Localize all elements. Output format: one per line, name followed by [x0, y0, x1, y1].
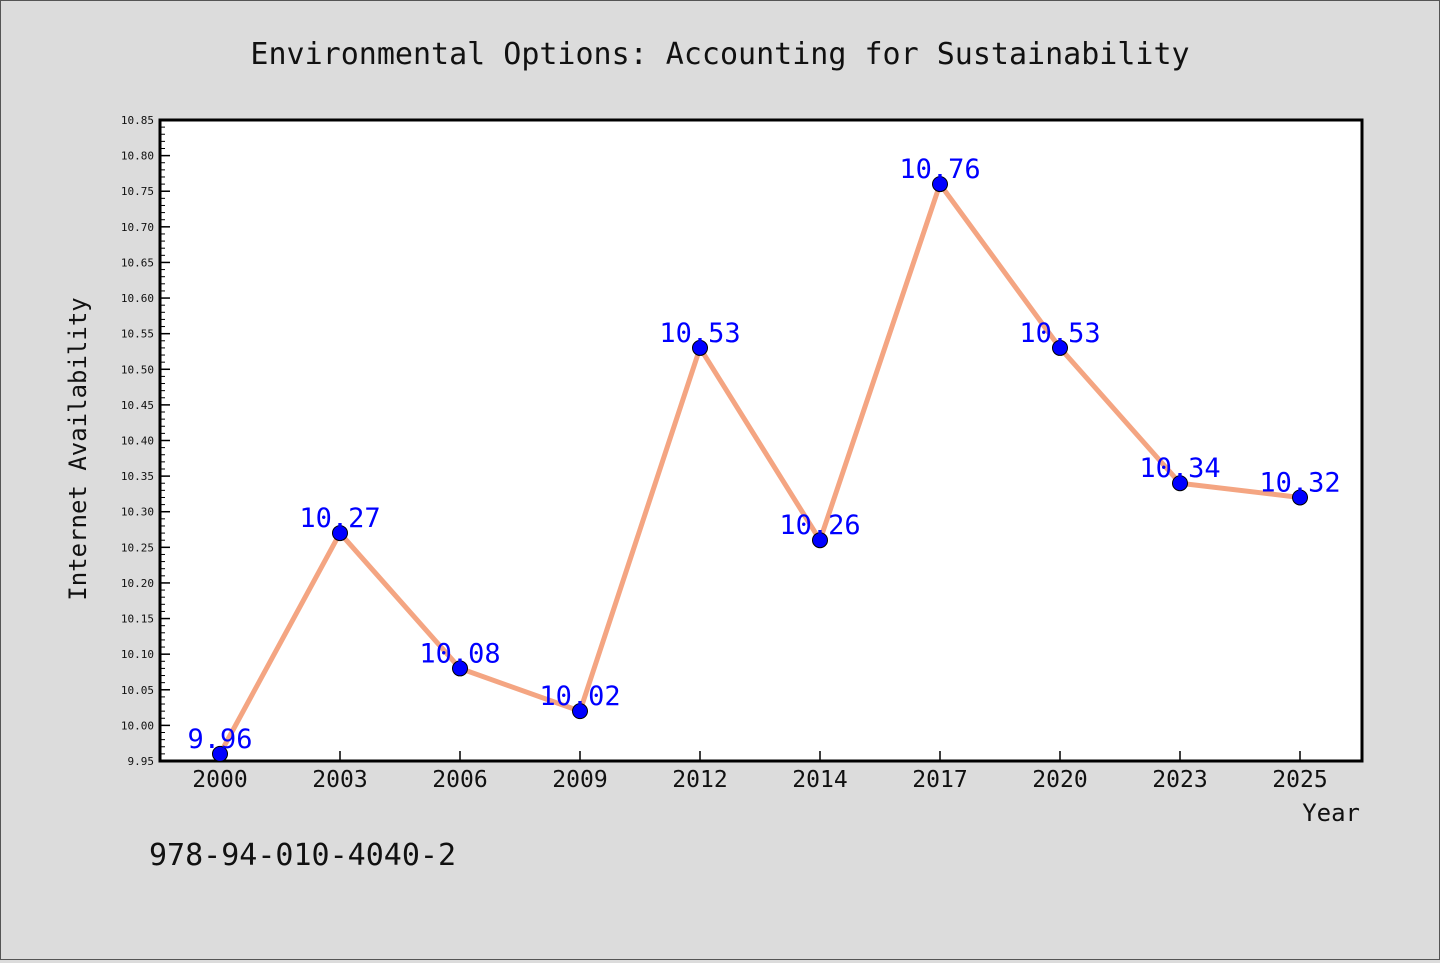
y-tick-label: 10.25	[121, 541, 154, 554]
y-axis-ticks: 9.95 10.00 10.05 10.10 10.15 10.20 10.25 10.30 1…	[121, 114, 170, 768]
y-axis-label: Internet Availability	[64, 297, 92, 600]
x-axis-ticks: 2000 2003 2006 2009 2012 2014 2017 2020 2023 2025	[192, 751, 1328, 793]
data-label: 9.96	[187, 724, 252, 755]
y-tick-label: 10.65	[121, 256, 154, 269]
y-tick-label: 10.05	[121, 684, 154, 697]
x-tick-label: 2006	[432, 767, 487, 793]
data-label: 10.53	[659, 318, 740, 349]
y-tick-label: 10.85	[121, 114, 154, 127]
plot-area	[158, 118, 1364, 763]
chart-title: Environmental Options: Accounting for Su…	[250, 37, 1189, 72]
x-tick-label: 2025	[1272, 767, 1327, 793]
y-tick-label: 10.15	[121, 613, 154, 626]
y-tick-label: 10.75	[121, 185, 154, 198]
data-point	[572, 703, 588, 720]
y-tick-label: 10.50	[121, 363, 154, 376]
data-point	[812, 532, 828, 549]
y-tick-label: 10.70	[121, 221, 154, 234]
x-tick-label: 2003	[312, 767, 367, 793]
data-label: 10.08	[419, 638, 500, 669]
x-tick-label: 2023	[1152, 767, 1207, 793]
data-labels: 9.96 10.27 10.08 10.02 10.53 10.26 10.76 10.53 1…	[187, 154, 1340, 755]
y-tick-label: 10.20	[121, 577, 154, 590]
y-tick-label: 10.60	[121, 292, 154, 305]
y-tick-label: 9.95	[128, 755, 155, 768]
x-tick-label: 2014	[792, 767, 847, 793]
data-point	[1292, 489, 1308, 506]
data-label: 10.53	[1019, 318, 1100, 349]
y-tick-label: 10.55	[121, 328, 154, 341]
x-tick-label: 2009	[552, 767, 607, 793]
y-tick-label: 10.10	[121, 648, 154, 661]
data-label: 10.26	[779, 510, 860, 541]
y-tick-label: 10.35	[121, 470, 154, 483]
data-point	[332, 525, 348, 542]
x-tick-label: 2017	[912, 767, 967, 793]
data-point	[452, 660, 468, 677]
y-tick-label: 10.40	[121, 435, 154, 448]
data-label: 10.02	[539, 681, 620, 712]
data-point	[932, 176, 948, 193]
x-tick-label: 2012	[672, 767, 727, 793]
y-tick-label: 10.80	[121, 150, 154, 163]
data-point	[692, 339, 708, 356]
data-label: 10.32	[1259, 467, 1340, 498]
data-markers	[212, 176, 1308, 762]
y-tick-label: 10.45	[121, 399, 154, 412]
x-tick-label: 2020	[1032, 767, 1087, 793]
data-point	[1172, 475, 1188, 492]
data-label: 10.27	[299, 503, 380, 534]
y-tick-label: 10.00	[121, 719, 154, 732]
x-axis-label: Year	[1302, 799, 1360, 827]
isbn-label: 978-94-010-4040-2	[149, 838, 456, 873]
series-line	[217, 181, 1303, 757]
data-point	[212, 745, 228, 762]
x-tick-label: 2000	[192, 767, 247, 793]
data-label: 10.34	[1139, 453, 1220, 484]
data-point	[1052, 339, 1068, 356]
y-tick-label: 10.30	[121, 506, 154, 519]
data-label: 10.76	[899, 154, 980, 185]
